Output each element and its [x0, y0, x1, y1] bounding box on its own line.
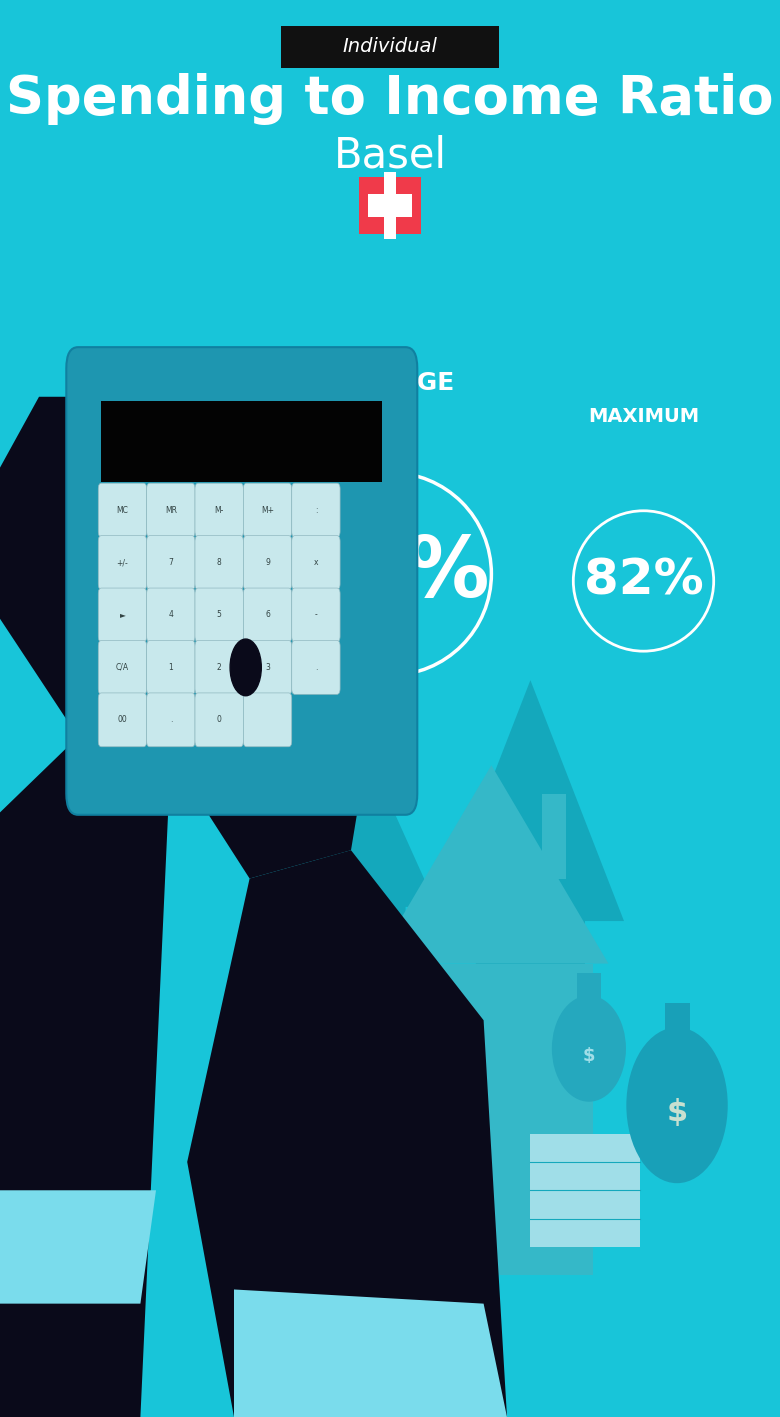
FancyBboxPatch shape: [292, 640, 340, 694]
Text: .: .: [169, 716, 172, 724]
FancyBboxPatch shape: [368, 194, 412, 217]
FancyBboxPatch shape: [147, 640, 195, 694]
FancyBboxPatch shape: [101, 401, 382, 482]
Text: $: $: [583, 1047, 595, 1064]
Text: MR: MR: [165, 506, 177, 514]
Text: 00: 00: [118, 716, 127, 724]
FancyBboxPatch shape: [441, 1134, 463, 1275]
FancyBboxPatch shape: [243, 588, 292, 642]
FancyBboxPatch shape: [66, 347, 417, 815]
FancyBboxPatch shape: [147, 588, 195, 642]
Text: 8: 8: [217, 558, 222, 567]
Text: 1: 1: [168, 663, 173, 672]
FancyBboxPatch shape: [147, 483, 195, 537]
Polygon shape: [234, 1289, 507, 1417]
Text: x: x: [314, 558, 318, 567]
FancyBboxPatch shape: [98, 588, 147, 642]
FancyBboxPatch shape: [195, 483, 243, 537]
FancyBboxPatch shape: [542, 794, 565, 879]
Text: .: .: [314, 663, 317, 672]
FancyBboxPatch shape: [98, 483, 147, 537]
FancyBboxPatch shape: [281, 26, 499, 68]
FancyBboxPatch shape: [147, 693, 195, 747]
FancyBboxPatch shape: [195, 693, 243, 747]
Text: 7: 7: [168, 558, 173, 567]
Text: MINIMUM: MINIMUM: [84, 407, 189, 427]
Text: 73%: 73%: [290, 533, 490, 615]
Text: MC: MC: [116, 506, 129, 514]
FancyBboxPatch shape: [98, 640, 147, 694]
FancyBboxPatch shape: [147, 536, 195, 589]
Ellipse shape: [626, 1027, 728, 1183]
Polygon shape: [374, 765, 608, 964]
FancyBboxPatch shape: [577, 973, 601, 999]
FancyBboxPatch shape: [195, 640, 243, 694]
FancyBboxPatch shape: [292, 588, 340, 642]
Polygon shape: [0, 397, 273, 737]
Polygon shape: [195, 652, 374, 879]
FancyBboxPatch shape: [292, 483, 340, 537]
FancyBboxPatch shape: [243, 640, 292, 694]
Text: 64%: 64%: [76, 557, 197, 605]
Text: M-: M-: [215, 506, 224, 514]
Polygon shape: [187, 850, 507, 1417]
Text: Spending to Income Ratio: Spending to Income Ratio: [6, 74, 774, 125]
Text: -: -: [314, 611, 317, 619]
Text: ►: ►: [119, 611, 126, 619]
Text: :: :: [314, 506, 317, 514]
FancyBboxPatch shape: [195, 536, 243, 589]
FancyBboxPatch shape: [195, 588, 243, 642]
FancyBboxPatch shape: [243, 536, 292, 589]
FancyBboxPatch shape: [292, 536, 340, 589]
Polygon shape: [437, 680, 624, 1204]
FancyBboxPatch shape: [243, 483, 292, 537]
Text: 2: 2: [217, 663, 222, 672]
Text: 82%: 82%: [583, 557, 704, 605]
Text: 0: 0: [217, 716, 222, 724]
Text: 3: 3: [265, 663, 270, 672]
Text: Individual: Individual: [342, 37, 438, 57]
Text: +/-: +/-: [116, 558, 129, 567]
FancyBboxPatch shape: [465, 1134, 487, 1275]
FancyBboxPatch shape: [665, 1003, 690, 1034]
FancyBboxPatch shape: [384, 171, 396, 239]
FancyBboxPatch shape: [98, 536, 147, 589]
Text: 5: 5: [217, 611, 222, 619]
FancyBboxPatch shape: [98, 693, 147, 747]
Text: 9: 9: [265, 558, 270, 567]
FancyBboxPatch shape: [390, 964, 593, 1275]
Text: $: $: [666, 1098, 688, 1127]
FancyBboxPatch shape: [243, 693, 292, 747]
Text: AVERAGE: AVERAGE: [325, 371, 455, 394]
FancyBboxPatch shape: [359, 177, 421, 234]
Text: Basel: Basel: [334, 135, 446, 177]
Text: MAXIMUM: MAXIMUM: [588, 407, 699, 427]
Ellipse shape: [552, 995, 626, 1102]
Polygon shape: [0, 1190, 156, 1304]
Circle shape: [230, 639, 261, 696]
Text: M+: M+: [261, 506, 274, 514]
Text: 4: 4: [168, 611, 173, 619]
FancyBboxPatch shape: [530, 1134, 640, 1247]
Polygon shape: [296, 751, 437, 1105]
Text: 6: 6: [265, 611, 270, 619]
Polygon shape: [0, 737, 172, 1417]
Text: C/A: C/A: [116, 663, 129, 672]
